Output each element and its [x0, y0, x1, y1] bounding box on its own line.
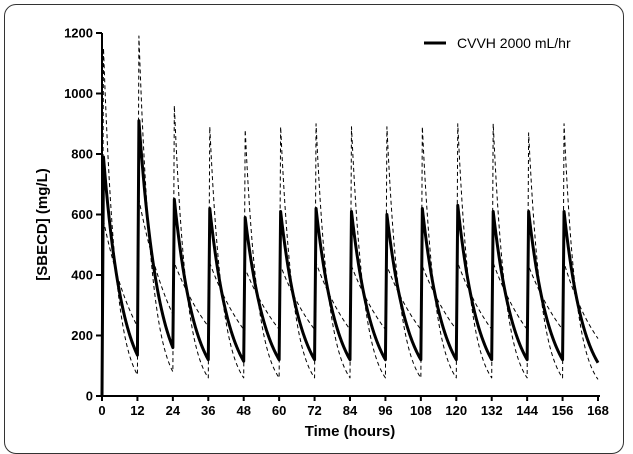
x-tick-label: 72 [307, 403, 321, 418]
y-tick-label: 1200 [64, 26, 93, 41]
x-tick-label: 84 [343, 403, 358, 418]
y-axis-title: [SBECD] (mg/L) [34, 168, 51, 281]
x-tick-label: 48 [236, 403, 250, 418]
x-tick-label: 12 [130, 403, 144, 418]
x-tick-label: 144 [516, 403, 538, 418]
series-line-dashed-1 [101, 35, 599, 397]
x-tick-label: 120 [445, 403, 467, 418]
y-tick-label: 1000 [64, 86, 93, 101]
plot-lines [100, 35, 600, 397]
x-tick-label: 132 [481, 403, 503, 418]
y-tick-label: 200 [71, 328, 93, 343]
x-tick-label: 96 [378, 403, 392, 418]
chart-svg: 0 12 24 36 48 60 72 84 96 108 120 132 144 156 168 0 200… [34, 26, 609, 441]
y-ticks: 0 200 400 600 800 1000 1200 [64, 26, 102, 404]
x-tick-label: 36 [201, 403, 215, 418]
y-tick-label: 0 [86, 389, 93, 404]
series-line-dashed-2 [101, 198, 599, 397]
x-tick-label: 168 [587, 403, 609, 418]
x-tick-label: 108 [410, 403, 432, 418]
series-line-main [100, 119, 600, 397]
x-tick-label: 60 [272, 403, 286, 418]
y-tick-label: 800 [71, 147, 93, 162]
x-tick-label: 24 [166, 403, 181, 418]
legend: CVVH 2000 mL/hr [424, 35, 571, 51]
x-tick-label: 156 [552, 403, 574, 418]
x-ticks: 0 12 24 36 48 60 72 84 96 108 120 132 144 156 168 [98, 396, 609, 418]
chart-frame [4, 4, 624, 454]
x-axis-title: Time (hours) [305, 423, 396, 440]
y-tick-label: 400 [71, 268, 93, 283]
x-tick-label: 0 [98, 403, 105, 418]
legend-label: CVVH 2000 mL/hr [457, 35, 571, 51]
y-tick-label: 600 [71, 207, 93, 222]
